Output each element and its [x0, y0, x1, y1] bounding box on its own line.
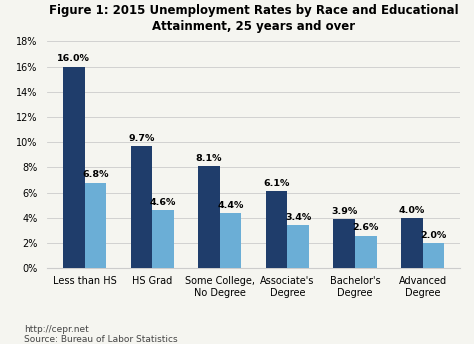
Bar [287, 225, 309, 268]
Text: 4.0%: 4.0% [399, 206, 425, 215]
Text: 6.1%: 6.1% [264, 179, 290, 188]
Text: 8.1%: 8.1% [196, 154, 222, 163]
Text: 2.0%: 2.0% [420, 231, 447, 240]
Title: Figure 1: 2015 Unemployment Rates by Race and Educational
Attainment, 25 years a: Figure 1: 2015 Unemployment Rates by Rac… [49, 4, 458, 33]
Text: 16.0%: 16.0% [57, 54, 90, 63]
Bar [84, 183, 106, 268]
Text: 2.6%: 2.6% [353, 223, 379, 233]
Text: 6.8%: 6.8% [82, 170, 109, 180]
Bar [220, 213, 241, 268]
Bar [198, 166, 220, 268]
Text: 3.4%: 3.4% [285, 213, 311, 222]
Bar [355, 236, 377, 268]
Bar [333, 219, 355, 268]
Bar [152, 210, 174, 268]
Bar [401, 218, 423, 268]
Text: 4.4%: 4.4% [218, 201, 244, 210]
Bar [63, 66, 84, 268]
Text: 9.7%: 9.7% [128, 134, 155, 143]
Text: http://cepr.net
Source: Bureau of Labor Statistics: http://cepr.net Source: Bureau of Labor … [24, 325, 177, 344]
Bar [266, 191, 287, 268]
Text: 3.9%: 3.9% [331, 207, 357, 216]
Text: 4.6%: 4.6% [150, 198, 176, 207]
Bar [423, 243, 444, 268]
Bar [130, 146, 152, 268]
